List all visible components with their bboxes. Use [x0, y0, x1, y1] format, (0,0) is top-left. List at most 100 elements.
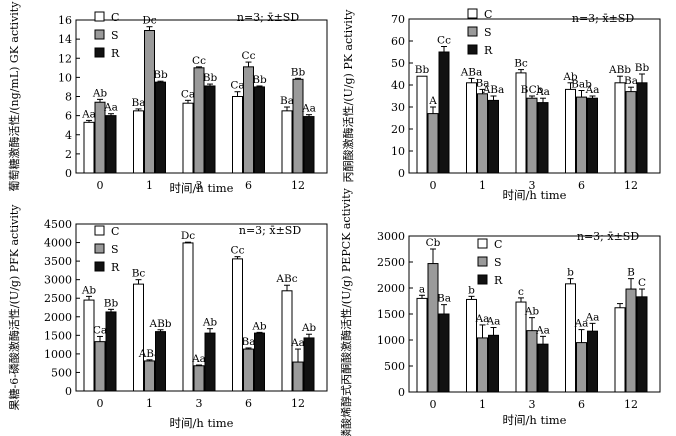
- y-tick-label: 1500: [44, 329, 72, 342]
- y-tick-label: 50: [391, 57, 405, 70]
- bar-R-0: [438, 51, 450, 174]
- bar-C-6: [565, 283, 576, 393]
- significance-label: Bc: [514, 58, 528, 70]
- x-tick-label: 6: [245, 397, 252, 410]
- significance-label: ABa: [460, 66, 483, 78]
- bar-R-1: [155, 81, 166, 174]
- significance-label: Aa: [574, 318, 589, 330]
- significance-label: Bb: [291, 66, 306, 78]
- bar-C-6: [232, 96, 243, 174]
- x-axis-label: 时间/h time: [170, 416, 234, 430]
- bar-S-3: [526, 97, 538, 174]
- x-tick-label: 1: [146, 179, 153, 192]
- bar-R-12: [636, 296, 648, 393]
- y-tick-label: 1000: [44, 348, 72, 361]
- significance-label: Ca: [181, 88, 195, 100]
- bar-S-1: [477, 93, 488, 174]
- y-tick-label: 14: [58, 33, 72, 46]
- significance-label: Ba: [132, 97, 146, 109]
- significance-label: Ba: [476, 77, 490, 89]
- y-tick-label: 500: [51, 366, 72, 379]
- x-tick-label: 6: [578, 179, 585, 192]
- y-tick-label: 60: [391, 35, 405, 48]
- legend-swatch-R: [94, 261, 105, 272]
- x-tick-label: 0: [430, 398, 437, 411]
- x-tick-label: 1: [146, 397, 153, 410]
- legend-label-S: S: [111, 243, 119, 256]
- legend-swatch-S: [94, 243, 105, 254]
- bar-R-6: [587, 97, 598, 174]
- bar-C-12: [614, 82, 626, 174]
- y-tick-label: 3000: [44, 274, 72, 287]
- significance-label: Bb: [252, 74, 267, 86]
- bar-C-3: [182, 242, 194, 392]
- significance-label: Dc: [181, 230, 195, 242]
- bar-R-6: [254, 332, 265, 392]
- y-tick-label: 0: [398, 167, 405, 180]
- significance-label: Bb: [203, 72, 218, 84]
- chart-panel-3: 0 500 1000 1500 2000 2500 3000 3500 4000 4500 0 Ab C…: [7, 204, 328, 430]
- significance-label: Cc: [437, 35, 451, 47]
- x-tick-label: 1: [479, 179, 486, 192]
- bar-S-12: [625, 91, 637, 174]
- bar-R-1: [488, 99, 499, 174]
- legend-swatch-R: [94, 47, 105, 58]
- bar-S-6: [576, 342, 587, 393]
- y-tick-label: 0: [65, 167, 72, 180]
- x-tick-label: 12: [291, 397, 305, 410]
- significance-label: Bb: [415, 64, 430, 76]
- bar-C-0: [416, 75, 428, 174]
- significance-label: ABc: [275, 273, 297, 285]
- bar-R-0: [105, 115, 117, 174]
- y-axis-label: 果糖-6-磷酸激酶活性/(U/g) PFK activity: [7, 204, 21, 411]
- bar-R-0: [105, 311, 117, 392]
- x-axis-label: 时间/h time: [170, 181, 234, 195]
- legend-label-S: S: [484, 26, 492, 39]
- bar-R-12: [303, 116, 315, 174]
- y-tick-label: 0: [398, 386, 405, 399]
- bar-C-6: [232, 258, 243, 392]
- significance-label: C: [638, 277, 646, 289]
- sample-note: n=3; x̄±SD: [577, 230, 639, 243]
- bar-R-6: [587, 330, 598, 393]
- bar-S-6: [243, 348, 254, 392]
- x-tick-label: 0: [97, 179, 104, 192]
- legend-label-C: C: [111, 11, 119, 24]
- y-tick-label: 2000: [377, 282, 405, 295]
- y-tick-label: 40: [391, 79, 405, 92]
- chart-panel-4: 0500100015002000250030000aCbBa1bAaAa3cAb…: [339, 187, 661, 436]
- bar-C-1: [466, 82, 477, 174]
- bar-C-1: [133, 110, 144, 174]
- legend-label-C: C: [484, 8, 492, 21]
- legend-swatch-S: [94, 29, 105, 40]
- bar-R-3: [537, 102, 549, 174]
- significance-label: Bb: [104, 297, 119, 309]
- significance-label: Aa: [475, 313, 490, 325]
- significance-label: Ba: [624, 75, 638, 87]
- significance-label: a: [419, 283, 425, 295]
- bar-R-3: [204, 85, 216, 174]
- significance-label: ABb: [608, 64, 631, 76]
- y-axis-label: 磷酸烯醇式丙酮酸激酶活性/(U/g) PEPCK activity: [339, 187, 353, 436]
- y-tick-label: 30: [391, 101, 405, 114]
- bar-S-0: [427, 113, 439, 174]
- y-tick-label: 4000: [44, 237, 72, 250]
- significance-label: Aa: [191, 353, 206, 365]
- bar-C-6: [565, 88, 576, 174]
- bar-R-3: [204, 332, 216, 392]
- x-tick-label: 3: [196, 397, 203, 410]
- bar-R-12: [303, 337, 315, 392]
- bar-C-3: [182, 102, 194, 174]
- x-tick-label: 12: [624, 398, 638, 411]
- y-tick-label: 2500: [377, 256, 405, 269]
- legend-swatch-C: [467, 8, 478, 19]
- significance-label: Ab: [202, 317, 218, 329]
- bar-S-1: [144, 360, 155, 392]
- significance-label: b: [567, 267, 574, 279]
- x-axis-label: 时间/h time: [503, 188, 567, 202]
- bar-S-6: [576, 96, 587, 174]
- bar-R-6: [254, 86, 265, 174]
- bar-R-1: [155, 331, 166, 392]
- y-tick-label: 3500: [44, 255, 72, 268]
